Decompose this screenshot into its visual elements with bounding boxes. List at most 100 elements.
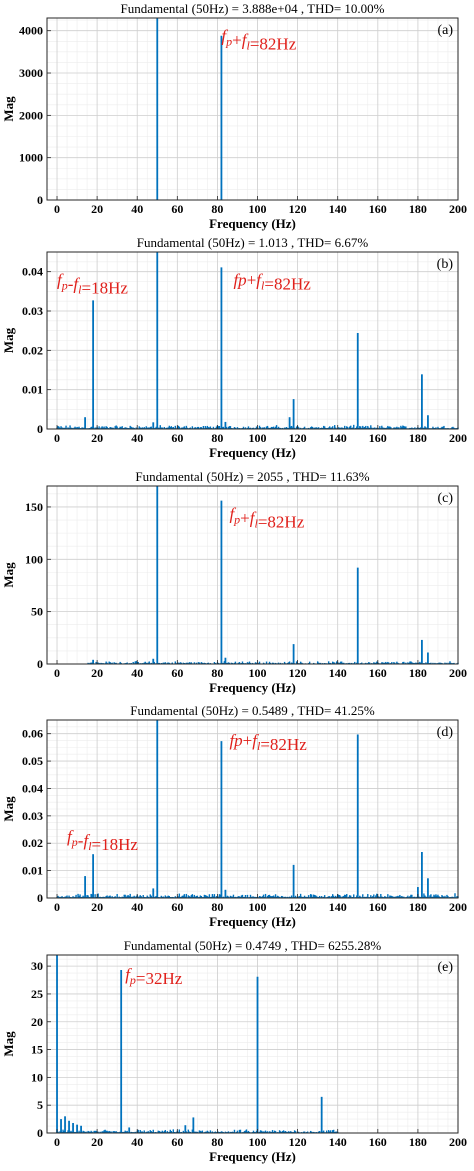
x-tick-label: 120 bbox=[289, 202, 307, 216]
x-tick-label: 200 bbox=[449, 666, 467, 680]
x-tick-label: 20 bbox=[91, 666, 103, 680]
x-tick-label: 60 bbox=[171, 1135, 183, 1149]
annotation-subscript: l bbox=[246, 38, 250, 52]
chart-panel-3: 0 20 40 60 80 100 120 140 160 180 200 0 50 100 150 Freq… bbox=[1, 469, 467, 695]
annotation-text: f bbox=[229, 505, 236, 524]
spectrum-series bbox=[156, 18, 223, 200]
panel-letter: (a) bbox=[437, 23, 453, 38]
x-tick-label: 120 bbox=[289, 900, 307, 914]
y-tick-label: 2000 bbox=[19, 108, 43, 122]
y-axis-label: Mag bbox=[1, 796, 16, 822]
x-tick-label: 20 bbox=[91, 202, 103, 216]
axes-frame bbox=[46, 719, 459, 899]
axes-frame bbox=[46, 485, 459, 665]
frequency-annotation: fp-fl=18Hz bbox=[57, 270, 128, 297]
plot-area bbox=[47, 955, 458, 1133]
y-tick-label: 0.02 bbox=[22, 343, 43, 357]
panel-title: Fundamental (50Hz) = 0.5489 , THD= 41.25… bbox=[130, 703, 375, 718]
annotation-text: =82Hz bbox=[264, 274, 311, 293]
annotation-text: fp bbox=[229, 731, 242, 750]
y-tick-label: 150 bbox=[25, 500, 43, 514]
annotation-text: f bbox=[57, 270, 64, 289]
y-axis-label: Mag bbox=[1, 1031, 16, 1057]
chart-panel-5: 0 20 40 60 80 100 120 140 160 180 200 0 5 10 15 20 25 30 F… bbox=[1, 938, 467, 1164]
x-tick-label: 100 bbox=[249, 431, 267, 445]
x-tick-label: 0 bbox=[54, 900, 60, 914]
x-tick-label: 200 bbox=[449, 431, 467, 445]
y-tick-label: 0 bbox=[37, 891, 43, 905]
x-tick-label: 160 bbox=[369, 900, 387, 914]
annotation-text: + bbox=[232, 30, 242, 49]
annotation-text: f bbox=[242, 30, 249, 49]
x-tick-label: 200 bbox=[449, 202, 467, 216]
x-tick-label: 20 bbox=[91, 431, 103, 445]
x-tick-label: 140 bbox=[329, 431, 347, 445]
y-axis-label: Mag bbox=[1, 96, 16, 122]
annotation-text: f bbox=[256, 270, 263, 289]
annotation-text: =82Hz bbox=[260, 735, 307, 754]
chart-panel-2: 0 20 40 60 80 100 120 140 160 180 200 0 0.01 0.02 0.03… bbox=[1, 235, 467, 460]
x-tick-label: 160 bbox=[369, 431, 387, 445]
y-tick-label: 100 bbox=[25, 552, 43, 566]
x-tick-label: 0 bbox=[54, 431, 60, 445]
panel-title: Fundamental (50Hz) = 3.888e+04 , THD= 10… bbox=[120, 1, 384, 16]
annotation-text: f bbox=[250, 509, 257, 528]
y-tick-label: 0.05 bbox=[22, 754, 43, 768]
x-tick-label: 120 bbox=[289, 1135, 307, 1149]
x-tick-label: 140 bbox=[329, 900, 347, 914]
y-tick-label: 20 bbox=[31, 1015, 43, 1029]
x-tick-label: 200 bbox=[449, 1135, 467, 1149]
y-tick-label: 3000 bbox=[19, 66, 43, 80]
axes-frame bbox=[46, 17, 459, 201]
panel-title: Fundamental (50Hz) = 2055 , THD= 11.63% bbox=[135, 469, 369, 484]
chart-panel-1: 0 20 40 60 80 100 120 140 160 180 2000100020003000… bbox=[1, 1, 467, 231]
x-tick-label: 100 bbox=[249, 202, 267, 216]
x-axis-label: Frequency (Hz) bbox=[209, 1149, 296, 1164]
frequency-annotation: fp+fl=82Hz bbox=[229, 505, 304, 532]
y-tick-label: 0.03 bbox=[22, 809, 43, 823]
x-tick-label: 120 bbox=[289, 666, 307, 680]
axes-frame bbox=[46, 954, 459, 1134]
annotation-text: =18Hz bbox=[82, 278, 129, 297]
y-tick-label: 15 bbox=[31, 1043, 43, 1057]
x-tick-label: 200 bbox=[449, 900, 467, 914]
x-tick-label: 100 bbox=[249, 1135, 267, 1149]
x-tick-label: 80 bbox=[211, 202, 223, 216]
y-tick-label: 0.01 bbox=[22, 864, 43, 878]
x-tick-label: 80 bbox=[211, 1135, 223, 1149]
annotation-text: =82Hz bbox=[258, 513, 305, 532]
annotation-text: =18Hz bbox=[92, 835, 139, 854]
y-tick-label: 0.02 bbox=[22, 836, 43, 850]
panel-letter: (e) bbox=[437, 960, 453, 975]
x-tick-label: 140 bbox=[329, 1135, 347, 1149]
annotation-subscript: l bbox=[257, 739, 261, 753]
x-tick-label: 160 bbox=[369, 202, 387, 216]
x-axis-label: Frequency (Hz) bbox=[209, 914, 296, 929]
annotation-text: =82Hz bbox=[250, 34, 297, 53]
y-tick-label: 25 bbox=[31, 987, 43, 1001]
annotation-text: f bbox=[125, 965, 132, 984]
annotation-subscript: p bbox=[225, 34, 232, 48]
x-tick-label: 0 bbox=[54, 666, 60, 680]
annotation-text: f bbox=[221, 26, 228, 45]
annotation-text: + bbox=[243, 731, 253, 750]
y-tick-label: 0.04 bbox=[22, 781, 43, 795]
x-tick-label: 180 bbox=[409, 431, 427, 445]
x-tick-label: 140 bbox=[329, 202, 347, 216]
x-tick-label: 120 bbox=[289, 431, 307, 445]
annotation-text: - bbox=[68, 274, 74, 293]
y-tick-label: 0 bbox=[37, 422, 43, 436]
x-tick-label: 60 bbox=[171, 202, 183, 216]
annotation-subscript: p bbox=[61, 278, 68, 292]
y-tick-label: 0 bbox=[37, 657, 43, 671]
annotation-subscript: p bbox=[233, 513, 240, 527]
x-tick-label: 60 bbox=[171, 666, 183, 680]
x-tick-label: 80 bbox=[211, 666, 223, 680]
frequency-annotation: fp+fl=82Hz bbox=[221, 26, 296, 53]
panel-letter: (b) bbox=[437, 257, 454, 272]
x-tick-label: 60 bbox=[171, 431, 183, 445]
x-tick-label: 0 bbox=[54, 202, 60, 216]
x-tick-label: 60 bbox=[171, 900, 183, 914]
y-tick-label: 4000 bbox=[19, 24, 43, 38]
